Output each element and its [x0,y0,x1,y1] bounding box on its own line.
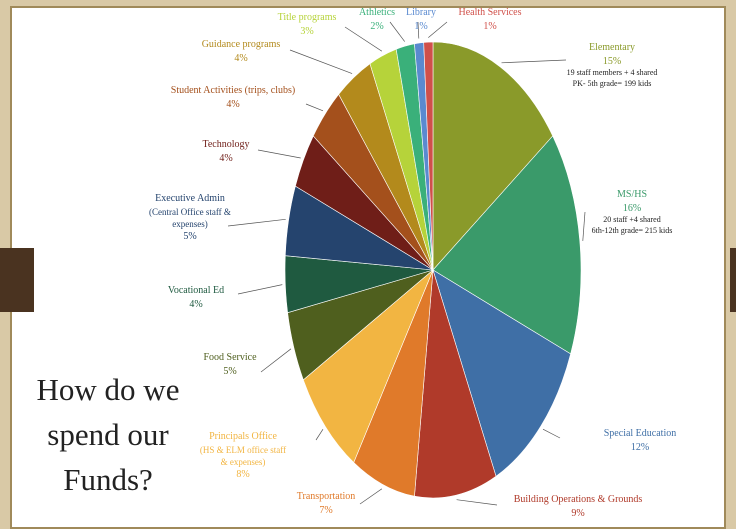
slice-label-percent: 9% [571,507,585,519]
slice-label-name: Student Activities (trips, clubs) [170,85,296,96]
slice-label-note: PK- 5th grade= 199 kids [572,78,652,88]
slice-label-name: Principals Office [209,431,277,442]
leader-line [456,499,498,506]
leader-line [305,103,324,112]
slice-label: Student Activities (trips, clubs) 4% [148,84,318,111]
slice-label-percent: 12% [630,441,650,453]
pie-slice-special-education [432,269,571,477]
slice-label-name: Food Service [203,352,257,363]
slice-label-percent: 4% [189,298,203,310]
slice-label: Library 1% [396,6,446,33]
slice-label: Special Education 12% [575,427,705,454]
leader-line [389,21,405,42]
slice-label: Building Operations & Grounds 9% [483,493,673,520]
pie-slice-health-services [423,41,434,271]
slice-label: Principals Office (HS & ELM office staff &… [168,430,318,481]
leader-line [344,26,383,52]
slice-label-name: Guidance programs [201,39,281,50]
slide-title-line-2: spend our [47,416,169,452]
slice-label: Elementary 15% 19 staff members + 4 shared… [537,41,687,90]
slice-label-percent: 2% [370,20,384,32]
leader-line [289,49,353,74]
leader-line [501,59,567,64]
slice-label-percent: 7% [319,504,333,516]
slide-title-line-3: Funds? [63,461,153,497]
slice-label-subtitle: expenses) [172,218,208,229]
slice-label-percent: 4% [226,98,240,110]
leader-line [257,149,301,159]
pie-slice-principals-office [302,269,434,464]
slice-label: Title programs 3% [257,11,357,38]
slice-label: Transportation 7% [271,490,381,517]
pie-slice-ms-hs [432,135,582,355]
leader-line [542,428,561,439]
slice-label: Executive Admin (Central Office staff & ex… [115,192,265,243]
slice-label-percent: 8% [236,468,250,480]
slice-label-subtitle: & expenses) [220,456,266,467]
slice-label-name: Executive Admin [155,193,225,204]
slice-label-name: Special Education [603,428,677,439]
slice-label-name: Building Operations & Grounds [513,494,643,505]
slide-title-line-1: How do we [36,372,180,407]
slice-label-percent: 1% [414,20,428,32]
slice-label-percent: 5% [183,230,197,242]
pie-slice-elementary [432,41,554,271]
leader-line [260,348,292,373]
slice-label-name: Transportation [296,491,356,502]
slice-label-percent: 1% [483,20,497,32]
pie-slice-building-operations-grounds [414,269,497,499]
slice-label-note: 19 staff members + 4 shared [566,68,658,77]
slice-label-percent: 15% [602,55,622,67]
slice-label-percent: 4% [234,52,248,64]
slide-title: How do we spend our Funds? [28,368,188,503]
slice-label-percent: 16% [622,202,642,214]
left-decorative-tab [0,248,34,312]
leader-line [237,284,283,295]
slice-label-note: 6th-12th grade= 215 kids [591,225,673,235]
slice-label-note: 20 staff +4 shared [603,215,661,224]
slice-label-name: Vocational Ed [167,285,225,296]
slice-label-name: Technology [202,139,250,150]
slice-label: Health Services 1% [440,6,540,33]
slice-label: Guidance programs 4% [176,38,306,65]
slice-label-name: Title programs [277,12,337,23]
slice-label-name: Athletics [358,7,396,18]
leader-line [428,21,448,38]
slice-label-percent: 3% [300,25,314,37]
slice-label-percent: 5% [223,365,237,377]
slice-label: Technology 4% [176,138,276,165]
right-decorative-tab [730,248,736,312]
slice-label: Food Service 5% [180,351,280,378]
slice-label-name: Elementary [588,42,636,53]
leader-line [359,488,383,505]
slice-label: Athletics 2% [347,6,407,33]
leader-line [227,218,286,227]
slice-label-percent: 4% [219,152,233,164]
slice-label-subtitle: (HS & ELM office staff [199,444,287,455]
leader-line [582,211,586,241]
slice-label-subtitle: (Central Office staff & [149,206,231,217]
slice-label-name: Health Services [458,7,522,18]
slice-label: MS/HS 16% 20 staff +4 shared 6th-12th grade… [562,188,702,237]
leader-line [417,21,420,39]
leader-line [315,429,324,441]
slice-label-name: MS/HS [616,189,647,200]
slice-label: Vocational Ed 4% [146,284,246,311]
slice-label-name: Library [406,7,436,18]
